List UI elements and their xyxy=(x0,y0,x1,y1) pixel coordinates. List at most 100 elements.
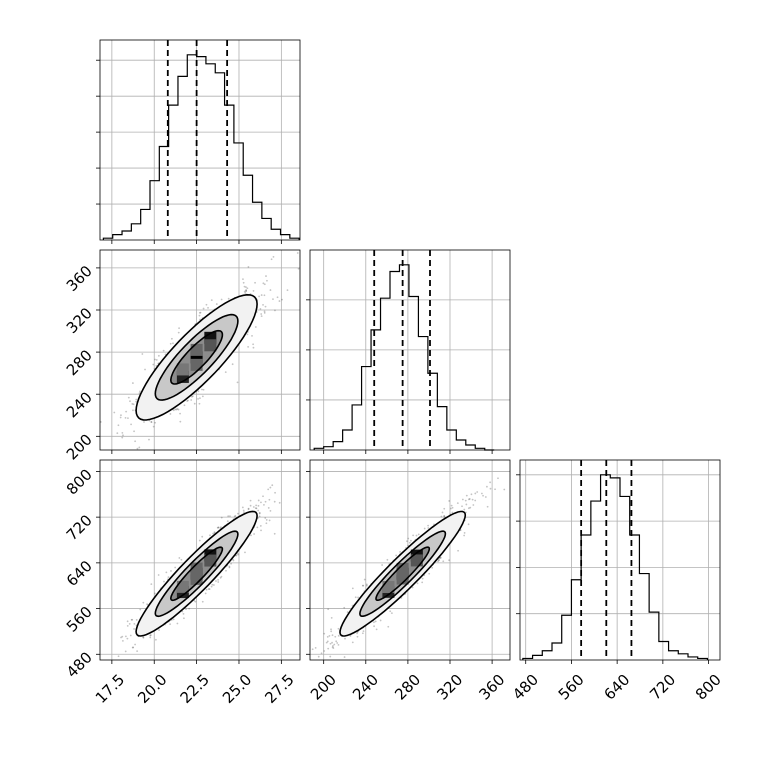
scatter-point xyxy=(274,309,276,312)
scatter-point xyxy=(197,398,199,400)
scatter-point xyxy=(231,363,234,366)
scatter-point xyxy=(217,526,220,529)
scatter-point xyxy=(179,420,182,423)
scatter-point xyxy=(343,656,346,658)
scatter-point xyxy=(169,413,172,415)
scatter-point xyxy=(154,421,157,424)
scatter-point xyxy=(100,421,102,423)
x-tick-label: 640 xyxy=(600,671,633,704)
scatter-point xyxy=(300,681,302,683)
scatter-point xyxy=(273,500,276,503)
scatter-point xyxy=(357,596,359,599)
scatter-point xyxy=(273,532,276,535)
scatter-point xyxy=(503,488,506,491)
scatter-point xyxy=(334,635,337,638)
panel-contents xyxy=(117,484,303,658)
scatter-point xyxy=(450,504,453,507)
scatter-point xyxy=(468,498,470,501)
scatter-point xyxy=(157,574,160,576)
scatter-point xyxy=(176,622,179,625)
scatter-point xyxy=(225,569,227,572)
scatter-point xyxy=(244,551,246,554)
scatter-point xyxy=(260,529,262,532)
scatter-point xyxy=(373,621,375,624)
scatter-point xyxy=(142,636,145,639)
scatter-point xyxy=(191,395,193,398)
histogram-panel-p2 xyxy=(306,249,511,454)
scatter-point xyxy=(142,636,145,639)
scatter-point xyxy=(150,421,153,424)
panel-frame xyxy=(99,459,301,661)
scatter-point xyxy=(220,575,223,578)
scatter-point xyxy=(441,511,444,514)
scatter-point xyxy=(327,608,330,611)
scatter-point xyxy=(379,619,382,622)
y-tick-label: 800 xyxy=(63,466,96,499)
scatter-point xyxy=(187,399,189,402)
scatter-point xyxy=(332,647,335,649)
scatter-point xyxy=(330,628,332,631)
x-tick-label: 360 xyxy=(475,671,508,704)
scatter-point xyxy=(172,409,175,412)
scatter-point xyxy=(155,638,157,641)
scatter-point xyxy=(182,613,185,615)
density-cell xyxy=(204,339,217,352)
scatter-point xyxy=(257,499,260,502)
scatter-point xyxy=(197,390,200,393)
scatter-point xyxy=(263,283,266,286)
scatter-point xyxy=(243,285,246,288)
scatter-point xyxy=(264,500,267,503)
scatter-point xyxy=(135,619,138,621)
scatter-point xyxy=(443,515,446,517)
scatter-point xyxy=(262,495,264,498)
scatter-point xyxy=(486,485,488,488)
scatter-point xyxy=(297,267,300,270)
contour-inner xyxy=(169,329,224,385)
scatter-point xyxy=(127,417,129,420)
y-tick-label: 720 xyxy=(63,511,96,544)
scatter-point xyxy=(362,630,365,633)
scatter-point xyxy=(301,488,303,490)
scatter-point xyxy=(451,511,454,514)
scatter-point xyxy=(263,503,265,506)
scatter-point xyxy=(158,629,160,631)
scatter-point xyxy=(131,646,134,649)
histogram-step-line xyxy=(522,474,709,660)
panel-contents xyxy=(300,477,506,683)
y-tick-label: 240 xyxy=(63,388,96,421)
density-cell xyxy=(396,562,409,575)
contour-outer xyxy=(135,293,258,421)
density-cell xyxy=(204,554,217,567)
scatter-point xyxy=(236,552,239,555)
scatter-point xyxy=(259,308,262,310)
scatter-point xyxy=(467,523,470,526)
scatter-point xyxy=(121,635,124,638)
scatter-point xyxy=(343,606,346,609)
scatter-point xyxy=(317,655,320,658)
scatter-point xyxy=(265,519,268,521)
scatter-point xyxy=(427,524,430,527)
scatter-point xyxy=(135,398,138,401)
scatter-point xyxy=(149,636,152,639)
scatter-point xyxy=(148,438,150,441)
scatter-point xyxy=(207,588,210,590)
scatter-point xyxy=(169,623,172,626)
joint-panel-p1-p3: 480 560 640 720 800 17.5 20.0 22.5 25.0 27.5 xyxy=(63,459,303,707)
scatter-point xyxy=(202,307,205,310)
scatter-point xyxy=(247,508,250,511)
scatter-point xyxy=(331,646,334,649)
scatter-point xyxy=(169,342,172,345)
x-tick-label: 320 xyxy=(433,671,466,704)
scatter-point xyxy=(244,291,247,294)
scatter-point xyxy=(344,637,346,640)
scatter-point xyxy=(252,506,255,508)
scatter-point xyxy=(314,646,317,649)
scatter-point xyxy=(183,404,186,407)
scatter-point xyxy=(138,392,141,395)
scatter-point xyxy=(139,390,141,393)
scatter-point xyxy=(120,636,122,639)
scatter-point xyxy=(193,402,196,405)
scatter-point xyxy=(245,289,248,292)
scatter-point xyxy=(249,499,252,502)
scatter-point xyxy=(215,303,218,305)
